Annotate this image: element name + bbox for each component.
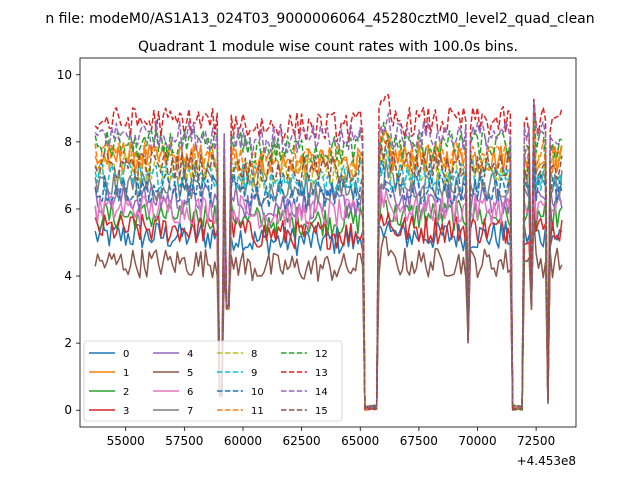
legend-box	[83, 340, 343, 422]
legend-label-8: 8	[251, 349, 257, 360]
x-tick-label: 67500	[400, 434, 438, 448]
series-line-13	[94, 93, 563, 411]
series-line-5	[94, 215, 563, 411]
x-tick-label: 57500	[165, 434, 203, 448]
plot-area	[79, 57, 577, 428]
legend-label-0: 0	[123, 349, 129, 360]
series-line-3	[94, 192, 563, 411]
chart-title: Quadrant 1 module wise count rates with …	[138, 39, 518, 55]
x-axis: 55000 57500 60000 62500 65000 67500 70000 72500	[107, 427, 555, 448]
legend-label-14: 14	[315, 387, 328, 398]
legend-label-13: 13	[315, 368, 328, 379]
legend-label-4: 4	[187, 349, 193, 360]
x-tick-label: 55000	[107, 434, 145, 448]
x-tick-label: 65000	[341, 434, 379, 448]
legend-label-7: 7	[187, 406, 193, 417]
y-axis: 0 2 4 6 8 10	[57, 68, 80, 417]
legend-label-3: 3	[123, 406, 129, 417]
series-line-14	[94, 101, 563, 411]
x-tick-label: 72500	[517, 434, 555, 448]
y-tick-label: 8	[64, 135, 72, 149]
legend-label-6: 6	[187, 387, 193, 398]
legend-label-15: 15	[315, 406, 328, 417]
legend-label-1: 1	[123, 368, 129, 379]
legend-label-12: 12	[315, 349, 328, 360]
x-tick-label: 60000	[224, 434, 262, 448]
y-tick-label: 4	[64, 269, 72, 283]
legend-label-10: 10	[251, 387, 264, 398]
plot-frame	[79, 57, 577, 428]
legend-label-5: 5	[187, 368, 193, 379]
legend-label-2: 2	[123, 387, 129, 398]
y-tick-label: 10	[57, 68, 72, 82]
legend-label-11: 11	[251, 406, 264, 417]
series-line-15	[94, 139, 563, 411]
series-line-0	[94, 200, 563, 410]
series-line-6	[94, 188, 562, 411]
y-tick-label: 0	[64, 403, 72, 417]
x-tick-label: 62500	[283, 434, 321, 448]
series-line-12	[94, 99, 562, 411]
series-line-10	[94, 150, 563, 411]
legend-label-9: 9	[251, 368, 257, 379]
y-tick-label: 2	[64, 336, 72, 350]
chart-suptitle: n file: modeM0/AS1A13_024T03_9000006064_…	[45, 11, 594, 27]
y-tick-label: 6	[64, 202, 72, 216]
x-tick-label: 70000	[458, 434, 496, 448]
x-offset-label: +4.453e8	[517, 454, 576, 468]
